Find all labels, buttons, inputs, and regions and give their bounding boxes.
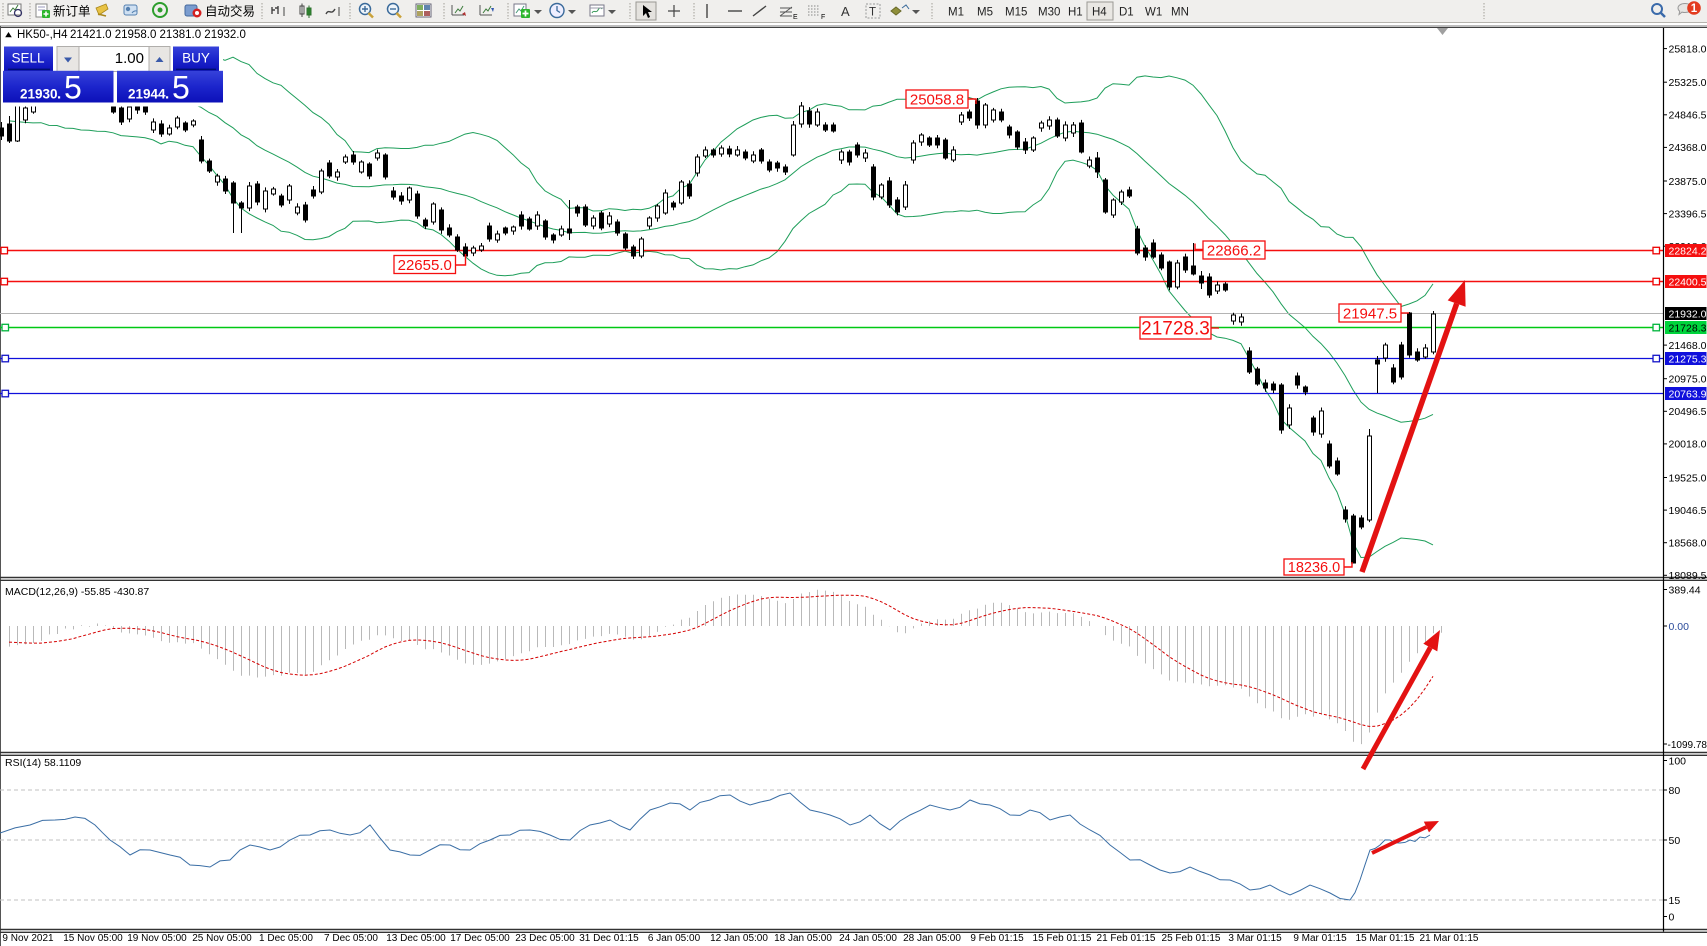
- svg-text:新订单: 新订单: [53, 4, 91, 19]
- svg-text:22655.0: 22655.0: [398, 257, 452, 274]
- svg-text:21468.0: 21468.0: [1669, 340, 1707, 352]
- svg-text:80: 80: [1669, 785, 1681, 797]
- svg-text:3 Mar 01:15: 3 Mar 01:15: [1228, 933, 1282, 944]
- svg-text:BUY: BUY: [182, 51, 210, 66]
- svg-text:20975.0: 20975.0: [1669, 374, 1707, 386]
- svg-text:21275.3: 21275.3: [1669, 353, 1707, 365]
- svg-text:100: 100: [1669, 755, 1687, 767]
- svg-text:M15: M15: [1005, 7, 1027, 19]
- svg-text:21 Feb 01:15: 21 Feb 01:15: [1097, 933, 1156, 944]
- svg-text:15 Feb 01:15: 15 Feb 01:15: [1033, 933, 1092, 944]
- svg-text:HK50-,H4: HK50-,H4: [17, 29, 68, 41]
- svg-text:D1: D1: [1119, 7, 1134, 19]
- svg-text:19 Nov 05:00: 19 Nov 05:00: [127, 933, 187, 944]
- svg-text:24 Jan 05:00: 24 Jan 05:00: [839, 933, 897, 944]
- svg-text:18 Jan 05:00: 18 Jan 05:00: [774, 933, 832, 944]
- svg-text:-1099.78: -1099.78: [1668, 740, 1707, 751]
- svg-text:22400.5: 22400.5: [1669, 276, 1707, 288]
- svg-text:23396.5: 23396.5: [1669, 208, 1707, 220]
- svg-text:M30: M30: [1038, 7, 1060, 19]
- svg-text:18089.5: 18089.5: [1669, 570, 1707, 582]
- svg-text:5: 5: [172, 70, 190, 106]
- svg-text:24846.5: 24846.5: [1669, 110, 1707, 122]
- svg-text:24368.0: 24368.0: [1669, 142, 1707, 154]
- svg-text:E: E: [793, 14, 798, 21]
- svg-text:12 Jan 05:00: 12 Jan 05:00: [710, 933, 768, 944]
- svg-text:19525.0: 19525.0: [1669, 472, 1707, 484]
- svg-text:9 Feb 01:15: 9 Feb 01:15: [970, 933, 1024, 944]
- svg-text:M1: M1: [948, 7, 964, 19]
- svg-text:MACD(12,26,9) -55.85 -430.87: MACD(12,26,9) -55.85 -430.87: [5, 586, 149, 598]
- svg-text:25325.0: 25325.0: [1669, 77, 1707, 89]
- svg-text:.: .: [165, 86, 169, 103]
- svg-text:RSI(14) 58.1109: RSI(14) 58.1109: [5, 757, 81, 769]
- svg-text:6 Jan 05:00: 6 Jan 05:00: [648, 933, 701, 944]
- svg-text:20496.5: 20496.5: [1669, 406, 1707, 418]
- svg-text:23 Dec 05:00: 23 Dec 05:00: [515, 933, 575, 944]
- svg-text:21421.0 21958.0 21381.0 21932.: 21421.0 21958.0 21381.0 21932.0: [70, 29, 246, 41]
- svg-text:25818.0: 25818.0: [1669, 43, 1707, 55]
- svg-text:389.44: 389.44: [1669, 584, 1701, 596]
- svg-text:1 Dec 05:00: 1 Dec 05:00: [259, 933, 313, 944]
- svg-text:1.00: 1.00: [115, 50, 144, 67]
- svg-text:21728.3: 21728.3: [1141, 319, 1210, 340]
- svg-text:21 Mar 01:15: 21 Mar 01:15: [1420, 933, 1479, 944]
- svg-text:0: 0: [1669, 911, 1675, 923]
- svg-text:31 Dec 01:15: 31 Dec 01:15: [579, 933, 639, 944]
- svg-text:15: 15: [1669, 895, 1681, 907]
- svg-text:21947.5: 21947.5: [1343, 305, 1397, 322]
- svg-text:SELL: SELL: [11, 51, 45, 66]
- svg-text:22824.2: 22824.2: [1669, 245, 1707, 257]
- svg-text:F: F: [821, 14, 825, 21]
- svg-text:15 Mar 01:15: 15 Mar 01:15: [1356, 933, 1415, 944]
- svg-text:0.00: 0.00: [1669, 621, 1690, 633]
- svg-text:21944: 21944: [128, 87, 166, 102]
- svg-text:21930: 21930: [20, 87, 58, 102]
- svg-text:15 Nov 05:00: 15 Nov 05:00: [63, 933, 123, 944]
- svg-text:22866.2: 22866.2: [1207, 242, 1261, 259]
- svg-text:50: 50: [1669, 835, 1681, 847]
- svg-text:25058.8: 25058.8: [910, 91, 964, 108]
- svg-text:5: 5: [64, 70, 82, 106]
- svg-text:H1: H1: [1068, 7, 1083, 19]
- svg-text:25 Feb 01:15: 25 Feb 01:15: [1162, 933, 1221, 944]
- svg-text:13 Dec 05:00: 13 Dec 05:00: [386, 933, 446, 944]
- svg-text:25 Nov 05:00: 25 Nov 05:00: [192, 933, 252, 944]
- svg-text:自动交易: 自动交易: [205, 4, 255, 19]
- svg-text:17 Dec 05:00: 17 Dec 05:00: [450, 933, 510, 944]
- svg-text:21728.3: 21728.3: [1669, 322, 1707, 334]
- svg-text:H4: H4: [1092, 7, 1107, 19]
- svg-text:7 Dec 05:00: 7 Dec 05:00: [324, 933, 378, 944]
- svg-text:19046.5: 19046.5: [1669, 505, 1707, 517]
- svg-text:20018.0: 20018.0: [1669, 439, 1707, 451]
- svg-text:18568.0: 18568.0: [1669, 538, 1707, 550]
- svg-text:23875.0: 23875.0: [1669, 176, 1707, 188]
- svg-text:18236.0: 18236.0: [1288, 560, 1340, 576]
- svg-text:.: .: [57, 86, 61, 103]
- svg-text:MN: MN: [1171, 7, 1189, 19]
- svg-text:9 Nov 2021: 9 Nov 2021: [2, 933, 54, 944]
- svg-text:W1: W1: [1145, 7, 1162, 19]
- svg-text:20763.9: 20763.9: [1669, 388, 1707, 400]
- svg-text:A: A: [841, 4, 850, 19]
- svg-text:21932.0: 21932.0: [1669, 308, 1707, 320]
- svg-text:T: T: [869, 7, 876, 19]
- svg-text:M5: M5: [977, 7, 993, 19]
- svg-text:28 Jan 05:00: 28 Jan 05:00: [903, 933, 961, 944]
- svg-text:9 Mar 01:15: 9 Mar 01:15: [1293, 933, 1347, 944]
- svg-text:1: 1: [1691, 3, 1698, 15]
